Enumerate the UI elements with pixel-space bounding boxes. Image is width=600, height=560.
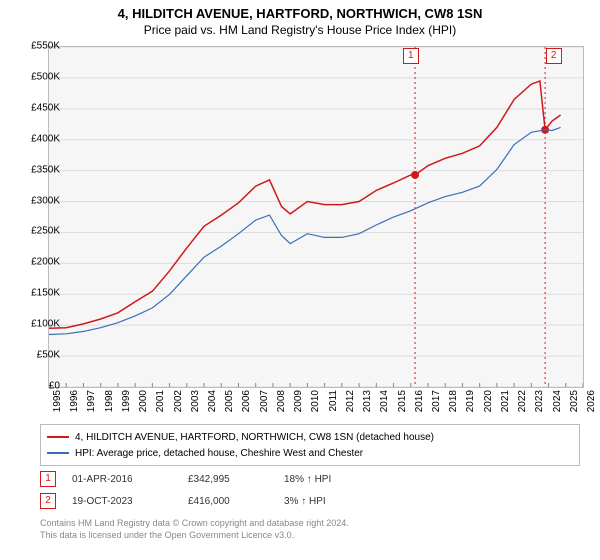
x-tick-label: 2001 (155, 390, 166, 420)
x-tick-label: 2009 (293, 390, 304, 420)
x-tick-label: 2019 (465, 390, 476, 420)
x-tick-label: 2016 (414, 390, 425, 420)
footer-line: Contains HM Land Registry data © Crown c… (40, 518, 349, 530)
legend-text: HPI: Average price, detached house, Ches… (75, 448, 363, 459)
x-tick-label: 2025 (569, 390, 580, 420)
transaction-table: 1 01-APR-2016 £342,995 18% ↑ HPI 2 19-OC… (40, 468, 364, 512)
legend: 4, HILDITCH AVENUE, HARTFORD, NORTHWICH,… (40, 424, 580, 466)
x-tick-label: 2000 (138, 390, 149, 420)
y-tick-label: £150K (18, 288, 60, 299)
x-tick-label: 2017 (431, 390, 442, 420)
x-tick-label: 2018 (448, 390, 459, 420)
row-marker: 1 (40, 471, 56, 487)
legend-swatch (47, 452, 69, 454)
x-tick-label: 2026 (586, 390, 597, 420)
x-tick-label: 2015 (397, 390, 408, 420)
y-tick-label: £250K (18, 226, 60, 237)
row-marker: 2 (40, 493, 56, 509)
title-main: 4, HILDITCH AVENUE, HARTFORD, NORTHWICH,… (0, 6, 600, 21)
y-tick-label: £300K (18, 195, 60, 206)
x-tick-label: 2013 (362, 390, 373, 420)
row-date: 19-OCT-2023 (72, 496, 172, 507)
x-tick-label: 2022 (517, 390, 528, 420)
row-price: £342,995 (188, 474, 268, 485)
plot-svg (49, 47, 583, 387)
y-tick-label: £400K (18, 133, 60, 144)
y-tick-label: £200K (18, 257, 60, 268)
x-tick-label: 2023 (534, 390, 545, 420)
x-tick-label: 1998 (104, 390, 115, 420)
legend-swatch (47, 436, 69, 438)
footer: Contains HM Land Registry data © Crown c… (40, 518, 349, 541)
x-tick-label: 2020 (483, 390, 494, 420)
x-tick-label: 2021 (500, 390, 511, 420)
row-date: 01-APR-2016 (72, 474, 172, 485)
row-pct: 3% ↑ HPI (284, 496, 364, 507)
x-tick-label: 2024 (552, 390, 563, 420)
x-tick-label: 2011 (328, 390, 339, 420)
row-pct: 18% ↑ HPI (284, 474, 364, 485)
x-tick-label: 2012 (345, 390, 356, 420)
x-tick-label: 1995 (52, 390, 63, 420)
y-tick-label: £550K (18, 41, 60, 52)
x-tick-label: 2005 (224, 390, 235, 420)
x-tick-label: 2010 (310, 390, 321, 420)
x-tick-label: 1996 (69, 390, 80, 420)
y-tick-label: £100K (18, 319, 60, 330)
plot-background (48, 46, 584, 388)
x-tick-label: 2002 (173, 390, 184, 420)
legend-text: 4, HILDITCH AVENUE, HARTFORD, NORTHWICH,… (75, 432, 434, 443)
title-block: 4, HILDITCH AVENUE, HARTFORD, NORTHWICH,… (0, 0, 600, 41)
chart-container: 4, HILDITCH AVENUE, HARTFORD, NORTHWICH,… (0, 0, 600, 560)
chart-area (48, 46, 582, 386)
title-sub: Price paid vs. HM Land Registry's House … (0, 23, 600, 37)
y-tick-label: £50K (18, 350, 60, 361)
table-row: 2 19-OCT-2023 £416,000 3% ↑ HPI (40, 490, 364, 512)
x-tick-label: 2004 (207, 390, 218, 420)
y-tick-label: £500K (18, 71, 60, 82)
row-price: £416,000 (188, 496, 268, 507)
x-tick-label: 2014 (379, 390, 390, 420)
legend-item: 4, HILDITCH AVENUE, HARTFORD, NORTHWICH,… (47, 429, 573, 445)
chart-marker-label: 1 (403, 48, 419, 64)
y-tick-label: £450K (18, 102, 60, 113)
chart-marker-label: 2 (546, 48, 562, 64)
legend-item: HPI: Average price, detached house, Ches… (47, 445, 573, 461)
table-row: 1 01-APR-2016 £342,995 18% ↑ HPI (40, 468, 364, 490)
x-tick-label: 2003 (190, 390, 201, 420)
x-tick-label: 2007 (259, 390, 270, 420)
x-tick-label: 1997 (86, 390, 97, 420)
x-tick-label: 1999 (121, 390, 132, 420)
footer-line: This data is licensed under the Open Gov… (40, 530, 349, 542)
y-tick-label: £350K (18, 164, 60, 175)
x-tick-label: 2006 (241, 390, 252, 420)
x-tick-label: 2008 (276, 390, 287, 420)
